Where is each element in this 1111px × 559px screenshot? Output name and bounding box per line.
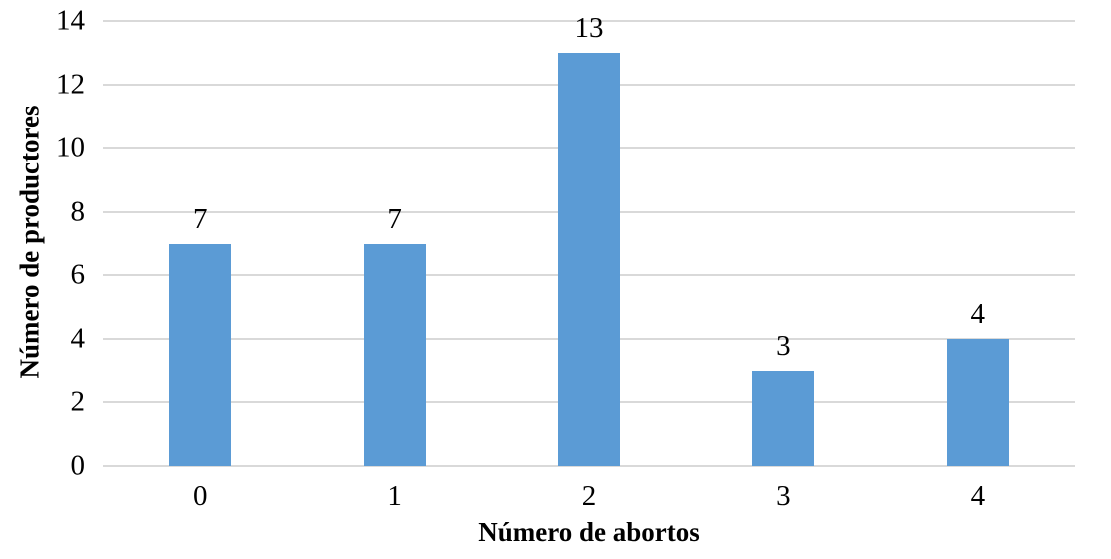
plot-area: 7 7 13 3 4 [103, 13, 1075, 467]
x-tick-label-1: 1 [387, 480, 402, 512]
data-label-3: 3 [776, 329, 791, 362]
y-tick-label-2: 2 [70, 385, 86, 418]
gridline-y-0 [103, 465, 1075, 467]
x-tick-label-3: 3 [776, 480, 791, 512]
data-label-1: 7 [387, 202, 402, 235]
y-tick-label-12: 12 [56, 68, 85, 101]
bar-1 [363, 243, 426, 466]
x-tick-label-0: 0 [192, 480, 208, 512]
x-axis-tick-labels: 0 1 2 3 4 [103, 480, 1075, 513]
bar-slot-3: 3 [686, 21, 880, 466]
bar-2 [557, 52, 620, 466]
y-tick-label-4: 4 [70, 322, 86, 355]
y-axis-tick-labels: 0 2 4 6 8 10 12 14 [0, 6, 86, 480]
data-label-2: 13 [574, 11, 604, 44]
bar-3 [752, 370, 815, 466]
y-tick-label-0: 0 [70, 449, 86, 482]
bar-slot-1: 7 [297, 21, 491, 466]
y-tick-label-14: 14 [56, 4, 85, 37]
data-label-0: 7 [192, 202, 208, 235]
x-tick-label-2: 2 [581, 480, 597, 512]
y-tick-label-6: 6 [70, 258, 86, 291]
bar-0 [169, 243, 232, 466]
bar-slot-0: 7 [103, 21, 297, 466]
x-axis-title: Número de abortos [478, 517, 700, 547]
y-tick-label-10: 10 [56, 131, 85, 164]
bar-slot-4: 4 [881, 21, 1075, 466]
bar-4 [946, 338, 1009, 466]
data-label-4: 4 [970, 297, 986, 330]
gridline-y-14 [103, 20, 1075, 22]
x-tick-label-4: 4 [970, 480, 986, 512]
bar-slot-2: 13 [492, 13, 686, 466]
y-tick-label-8: 8 [70, 195, 86, 228]
